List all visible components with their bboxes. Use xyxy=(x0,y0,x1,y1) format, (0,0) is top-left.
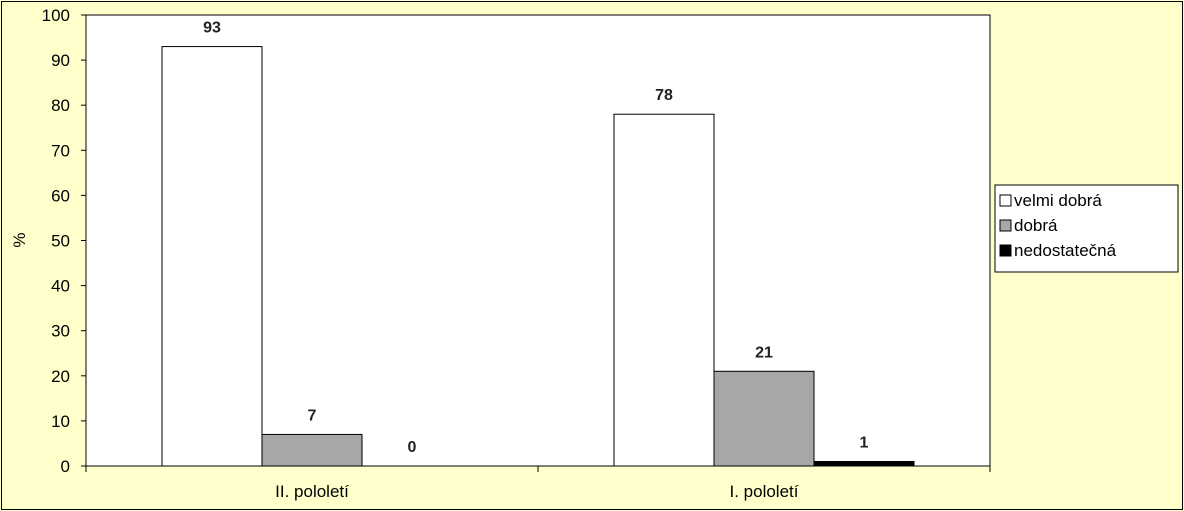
bar xyxy=(613,113,715,467)
data-label: 1 xyxy=(860,434,869,451)
legend-label: velmi dobrá xyxy=(1014,191,1102,210)
y-tick-label: 60 xyxy=(51,186,70,205)
y-tick-label: 10 xyxy=(51,412,70,431)
y-tick-label: 20 xyxy=(51,367,70,386)
data-label: 93 xyxy=(203,20,221,37)
y-tick-label: 100 xyxy=(42,6,70,25)
y-axis-title: % xyxy=(10,232,29,247)
y-tick-label: 70 xyxy=(51,141,70,160)
data-labels: 93 7 0 78 21 1 xyxy=(203,20,868,456)
legend-label: nedostatečná xyxy=(1014,241,1117,260)
data-label: 0 xyxy=(408,439,417,456)
x-category-label: I. pololetí xyxy=(730,482,799,501)
legend-swatch xyxy=(999,194,1012,207)
y-axis: 0 10 20 30 40 50 60 70 80 90 100 xyxy=(42,6,86,476)
x-axis: II. pololetí I. pololetí xyxy=(85,466,991,501)
bar xyxy=(713,370,815,467)
y-tick-label: 90 xyxy=(51,51,70,70)
legend-swatch xyxy=(999,244,1012,257)
y-tick-label: 30 xyxy=(51,322,70,341)
bar xyxy=(261,433,363,467)
y-tick-label: 0 xyxy=(61,457,70,476)
bar xyxy=(161,46,263,467)
bars xyxy=(161,46,915,467)
y-tick-label: 80 xyxy=(51,96,70,115)
data-label: 7 xyxy=(308,407,317,424)
bar xyxy=(813,460,915,467)
y-tick-label: 50 xyxy=(51,232,70,251)
legend-label: dobrá xyxy=(1014,216,1058,235)
legend-swatch xyxy=(999,219,1012,232)
legend-box xyxy=(994,184,1179,273)
x-category-label: II. pololetí xyxy=(275,482,349,501)
data-label: 78 xyxy=(655,87,673,104)
legend: velmi dobrá dobrá nedostatečná xyxy=(994,184,1179,273)
y-tick-label: 40 xyxy=(51,277,70,296)
data-label: 21 xyxy=(755,344,773,361)
